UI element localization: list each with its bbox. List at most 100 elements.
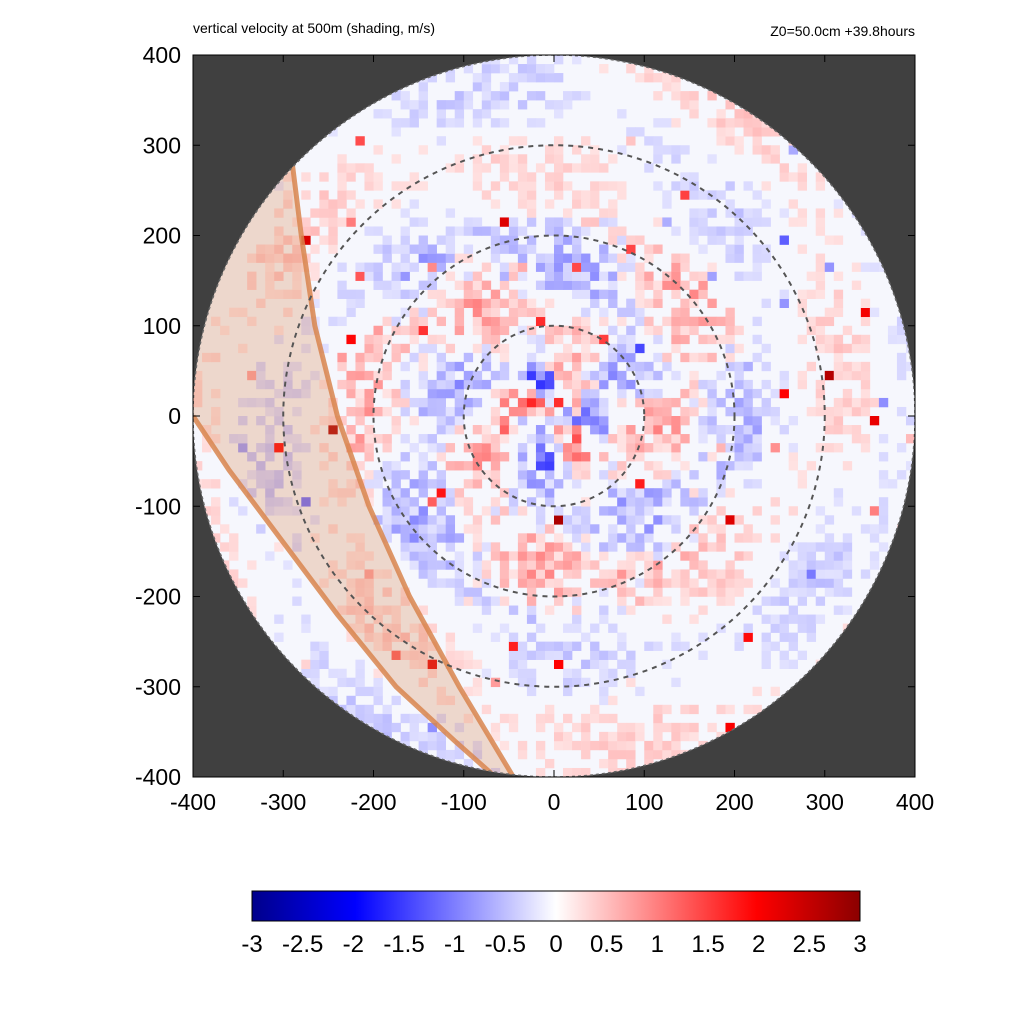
heat-cell xyxy=(860,524,871,534)
heat-cell xyxy=(662,280,672,290)
heat-cell xyxy=(653,352,663,363)
heat-cell xyxy=(554,181,564,191)
heat-cell xyxy=(581,154,591,164)
heat-cell xyxy=(671,343,681,354)
heat-cell xyxy=(265,506,275,516)
heat-cell xyxy=(851,361,862,372)
heat-cell xyxy=(364,443,374,453)
heat-cell xyxy=(454,253,465,263)
heat-cell xyxy=(581,461,591,471)
colorbar-tick-label: -1.5 xyxy=(383,931,424,958)
heat-cell xyxy=(274,443,284,453)
heat-cell xyxy=(662,704,672,715)
heat-cell xyxy=(508,82,519,92)
heat-cell xyxy=(364,605,374,615)
heat-cell xyxy=(544,379,555,390)
heat-cell xyxy=(635,578,645,588)
heat-cell xyxy=(544,271,555,281)
heat-cell xyxy=(517,100,528,110)
heat-cell xyxy=(599,551,609,561)
heat-cell xyxy=(833,569,844,579)
heat-cell xyxy=(815,397,826,408)
heat-cell xyxy=(283,172,293,182)
range-ring-100 xyxy=(462,324,646,508)
heat-cell xyxy=(815,614,826,624)
heat-cell xyxy=(391,479,401,489)
heat-cell xyxy=(572,452,582,462)
heat-cell xyxy=(256,524,266,534)
heat-cell xyxy=(671,641,681,651)
heat-cell xyxy=(508,406,519,417)
heat-cell xyxy=(535,551,546,561)
heat-cell xyxy=(247,470,257,480)
heat-cell xyxy=(752,416,762,426)
heat-cell xyxy=(563,352,573,363)
heat-cell xyxy=(445,361,456,372)
heat-cell xyxy=(581,199,591,209)
heat-cell xyxy=(364,713,374,724)
heat-cell xyxy=(265,497,275,507)
heat-cell xyxy=(544,434,555,444)
heat-cell xyxy=(382,704,392,715)
heat-cell xyxy=(409,109,419,119)
heat-cell xyxy=(707,397,717,408)
heat-cell xyxy=(508,632,519,642)
heat-cell xyxy=(572,425,582,435)
heat-cell xyxy=(427,289,437,299)
heat-cell xyxy=(689,587,699,597)
heat-cell xyxy=(283,560,293,570)
heat-cell xyxy=(283,253,293,263)
heat-cell xyxy=(572,397,582,408)
heat-cell xyxy=(355,686,365,697)
heat-cell xyxy=(653,461,663,471)
heat-cell xyxy=(544,470,555,480)
heat-cell xyxy=(364,623,374,633)
heat-cell xyxy=(797,307,807,318)
chart-title: vertical velocity at 500m (shading, m/s) xyxy=(193,20,435,36)
heat-cell xyxy=(382,289,392,299)
y-tick-label: 200 xyxy=(143,223,181,249)
heat-cell xyxy=(535,506,546,516)
heat-cell xyxy=(617,397,627,408)
heat-cell xyxy=(445,443,456,453)
heat-cell xyxy=(860,569,871,579)
heat-cell xyxy=(409,515,419,525)
heat-cell xyxy=(535,406,546,417)
heat-cell xyxy=(445,271,456,281)
heat-cell xyxy=(517,416,528,426)
heat-cell xyxy=(409,731,419,742)
heat-cell xyxy=(626,343,636,354)
heat-cell xyxy=(563,524,573,534)
heat-cell xyxy=(698,271,708,281)
heat-cell xyxy=(364,596,374,606)
heat-cell xyxy=(590,145,600,155)
heat-cell xyxy=(427,668,437,679)
heat-cell xyxy=(572,235,582,245)
heat-cell xyxy=(752,406,762,417)
heat-cell xyxy=(436,235,446,245)
heat-cell xyxy=(653,397,663,408)
heat-cell xyxy=(743,271,753,281)
heat-cell xyxy=(680,253,690,263)
heat-cell xyxy=(635,596,645,606)
heat-cell xyxy=(265,434,275,444)
heat-cell xyxy=(418,542,428,552)
heat-cell xyxy=(698,379,708,390)
heat-cell xyxy=(644,370,654,381)
heat-cell xyxy=(887,479,898,489)
heat-cell xyxy=(274,406,284,417)
heat-cell xyxy=(544,406,555,417)
heat-cell xyxy=(572,361,582,372)
heat-cell xyxy=(824,316,835,327)
heat-cell xyxy=(436,713,446,724)
heat-cell xyxy=(554,370,564,381)
heat-cell xyxy=(680,731,690,742)
heat-cell xyxy=(400,118,410,128)
heat-cell xyxy=(581,388,591,399)
heat-cell xyxy=(526,235,537,245)
heat-cell xyxy=(436,406,446,417)
heat-cell xyxy=(328,127,338,137)
heat-cell xyxy=(734,253,744,263)
heat-cell xyxy=(355,163,365,173)
heat-cell xyxy=(481,163,492,173)
